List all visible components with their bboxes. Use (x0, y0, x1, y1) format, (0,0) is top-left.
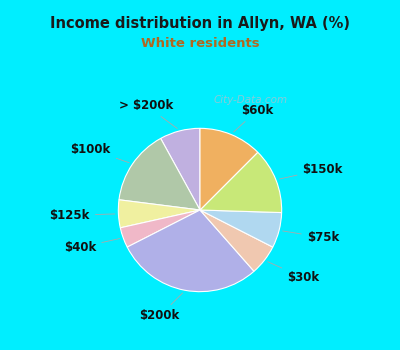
Text: $30k: $30k (268, 262, 319, 284)
Text: $125k: $125k (50, 209, 115, 222)
Wedge shape (200, 210, 282, 247)
Wedge shape (161, 128, 200, 210)
Text: $40k: $40k (64, 239, 120, 254)
Text: Income distribution in Allyn, WA (%): Income distribution in Allyn, WA (%) (50, 16, 350, 31)
Text: $200k: $200k (140, 293, 182, 322)
Wedge shape (118, 200, 200, 228)
Text: $75k: $75k (283, 231, 339, 244)
Wedge shape (200, 152, 282, 212)
Text: City-Data.com: City-Data.com (214, 95, 288, 105)
Text: White residents: White residents (141, 37, 259, 50)
Wedge shape (200, 128, 258, 210)
Text: $100k: $100k (70, 143, 129, 163)
Text: $150k: $150k (280, 163, 343, 179)
Wedge shape (119, 139, 200, 210)
Text: > $200k: > $200k (119, 99, 177, 128)
Wedge shape (200, 210, 273, 271)
Wedge shape (120, 210, 200, 247)
Wedge shape (127, 210, 254, 292)
Text: $60k: $60k (234, 104, 274, 132)
